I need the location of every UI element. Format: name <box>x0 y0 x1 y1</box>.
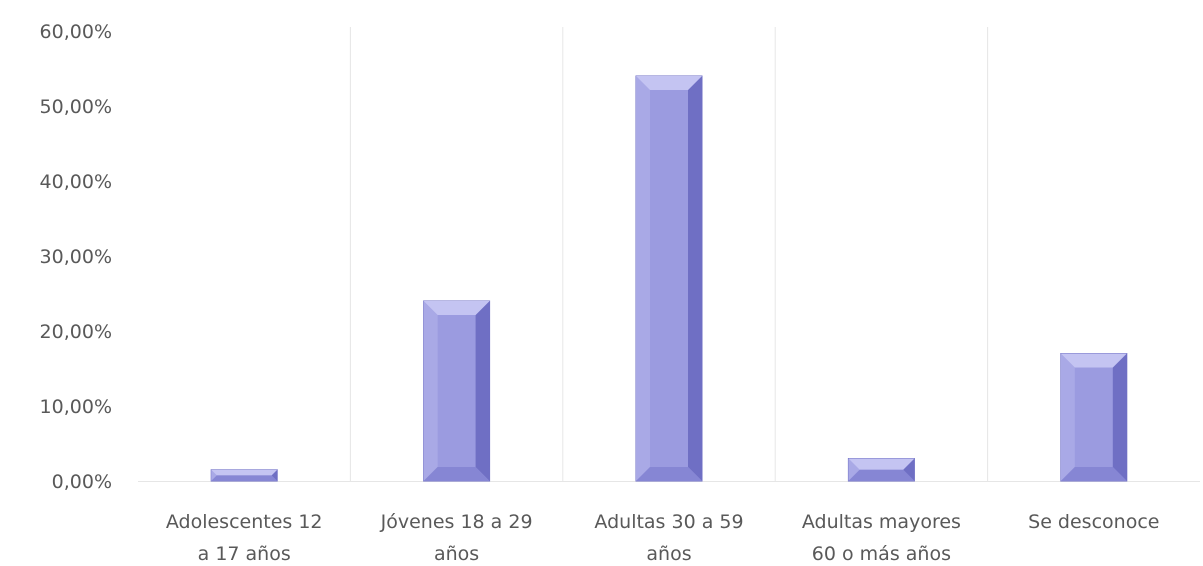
bar-top-bevel <box>636 76 702 90</box>
bar-top-bevel <box>211 469 278 476</box>
bar-top-bevel <box>848 458 915 470</box>
y-tick-label: 0,00% <box>52 471 112 493</box>
bar-bottom-bevel <box>636 467 702 481</box>
x-category-label: Adolescentes 12 a 17 años <box>166 511 323 565</box>
bar-top-bevel <box>423 301 490 315</box>
x-axis-labels: Adolescentes 12 a 17 años Jóvenes 18 a 29 a… <box>166 511 1160 565</box>
bar-left-bevel <box>636 76 650 481</box>
bars <box>210 75 1128 482</box>
bar <box>635 75 703 482</box>
bar-bottom-bevel <box>211 475 278 481</box>
y-tick-label: 10,00% <box>40 396 112 418</box>
bar-bottom-bevel <box>423 467 490 481</box>
y-tick-label: 20,00% <box>40 321 112 343</box>
x-category-label: Adultas mayores 60 o más años <box>802 511 961 565</box>
bar-left-bevel <box>423 301 438 481</box>
bar <box>1060 353 1128 482</box>
y-tick-label: 50,00% <box>40 96 112 118</box>
y-tick-label: 30,00% <box>40 246 112 268</box>
bar <box>423 300 491 482</box>
bar-side-bevel <box>688 76 702 481</box>
bar-bottom-bevel <box>848 469 915 481</box>
bar <box>847 458 915 482</box>
y-axis-ticks: 0,00% 10,00% 20,00% 30,00% 40,00% 50,00% 60,00… <box>40 21 112 493</box>
x-category-label: Se desconoce <box>1028 511 1159 533</box>
y-tick-label: 60,00% <box>40 21 112 43</box>
bar-side-bevel <box>1112 353 1127 481</box>
bar-left-bevel <box>1060 353 1075 481</box>
y-tick-label: 40,00% <box>40 171 112 193</box>
bar <box>210 469 278 482</box>
bar-bottom-bevel <box>1060 467 1127 481</box>
bar-side-bevel <box>903 458 915 481</box>
bar-left-bevel <box>211 469 217 481</box>
bar-left-bevel <box>848 458 860 481</box>
x-category-label: Jóvenes 18 a 29 años <box>380 511 533 565</box>
x-category-label: Adultas 30 a 59 años <box>594 511 743 565</box>
bar-side-bevel <box>271 469 278 481</box>
bar-top-bevel <box>1060 353 1127 368</box>
bar-side-bevel <box>475 301 490 481</box>
